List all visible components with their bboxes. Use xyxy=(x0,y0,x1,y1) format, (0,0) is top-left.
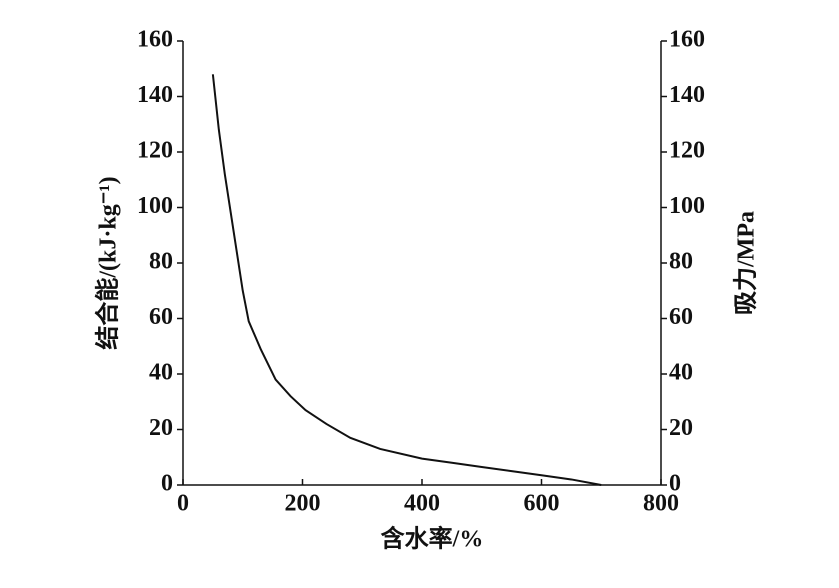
y-tick-label: 100 xyxy=(137,193,173,219)
x-tick-label: 600 xyxy=(524,491,560,517)
y-tick-label: 20 xyxy=(149,415,173,441)
x-axis-label: 含水率/% xyxy=(381,525,484,553)
y-tick-label: 160 xyxy=(137,27,173,53)
y2-tick-label: 20 xyxy=(669,415,693,441)
x-tick-label: 0 xyxy=(177,491,189,517)
y-tick-label: 60 xyxy=(149,304,173,330)
y2-tick-label: 120 xyxy=(669,138,705,164)
y-tick-label: 0 xyxy=(161,471,173,497)
y2-tick-label: 100 xyxy=(669,193,705,219)
y2-axis-label: 吸力/MPa xyxy=(733,211,760,315)
y-axis-label: 结合能/(kJ·kg⁻¹) xyxy=(94,176,122,349)
y-tick-label: 140 xyxy=(137,82,173,108)
y-tick-label: 40 xyxy=(149,360,173,386)
y-tick-label: 80 xyxy=(149,249,173,275)
y2-tick-label: 140 xyxy=(669,82,705,108)
x-tick-label: 200 xyxy=(285,491,321,517)
y2-tick-label: 80 xyxy=(669,249,693,275)
y2-tick-label: 160 xyxy=(669,27,705,53)
y2-tick-label: 0 xyxy=(669,471,681,497)
x-tick-label: 800 xyxy=(643,491,679,517)
data-line xyxy=(211,74,602,486)
y-tick-label: 120 xyxy=(137,138,173,164)
y2-tick-label: 60 xyxy=(669,304,693,330)
x-tick-label: 400 xyxy=(404,491,440,517)
y2-tick-label: 40 xyxy=(669,360,693,386)
